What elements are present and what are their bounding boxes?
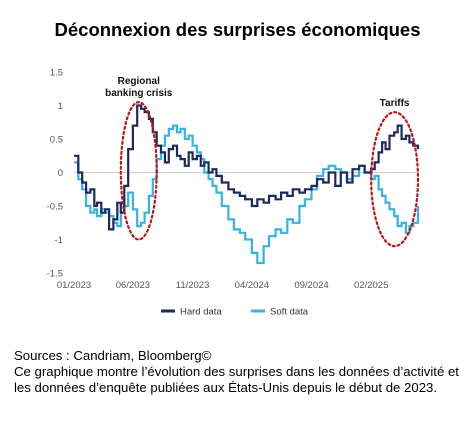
x-tick-label: 06/2023: [116, 280, 150, 291]
x-tick-label: 09/2024: [294, 280, 328, 291]
y-tick-label: 1: [58, 101, 63, 112]
chart-title: Déconnexion des surprises économiques: [54, 19, 421, 40]
annotation-label: Regional: [118, 76, 160, 87]
y-tick-label: 1.5: [50, 68, 63, 79]
chart-footer: Sources : Candriam, Bloomberg© Ce graphi…: [14, 348, 462, 396]
x-tick-label: 04/2024: [235, 280, 269, 291]
y-tick-label: -1.5: [47, 269, 63, 280]
annotation-ellipse: [370, 111, 420, 248]
annotation-label: banking crisis: [105, 88, 173, 99]
y-tick-label: 0.5: [50, 135, 63, 146]
x-tick-label: 11/2023: [176, 280, 210, 291]
y-tick-label: 0: [58, 168, 63, 179]
chart: 1.5 1 0.5 0 -0.5 -1 -1.501/2023 06/2023 11/2023 0…: [47, 68, 420, 318]
annotation-ellipse: [119, 101, 158, 241]
legend-label: Soft data: [270, 307, 309, 318]
x-tick-label: 02/2025: [354, 280, 388, 291]
annotation-label: Tariffs: [380, 98, 410, 109]
y-tick-label: -1: [55, 235, 63, 246]
y-tick-label: -0.5: [47, 202, 63, 213]
legend-label: Hard data: [180, 307, 222, 318]
soft-data-line: [74, 124, 420, 265]
sources-text: Sources : Candriam, Bloomberg©: [14, 348, 212, 363]
description-text: Ce graphique montre l’évolution des surp…: [14, 364, 459, 395]
x-tick-label: 01/2023: [57, 280, 91, 291]
